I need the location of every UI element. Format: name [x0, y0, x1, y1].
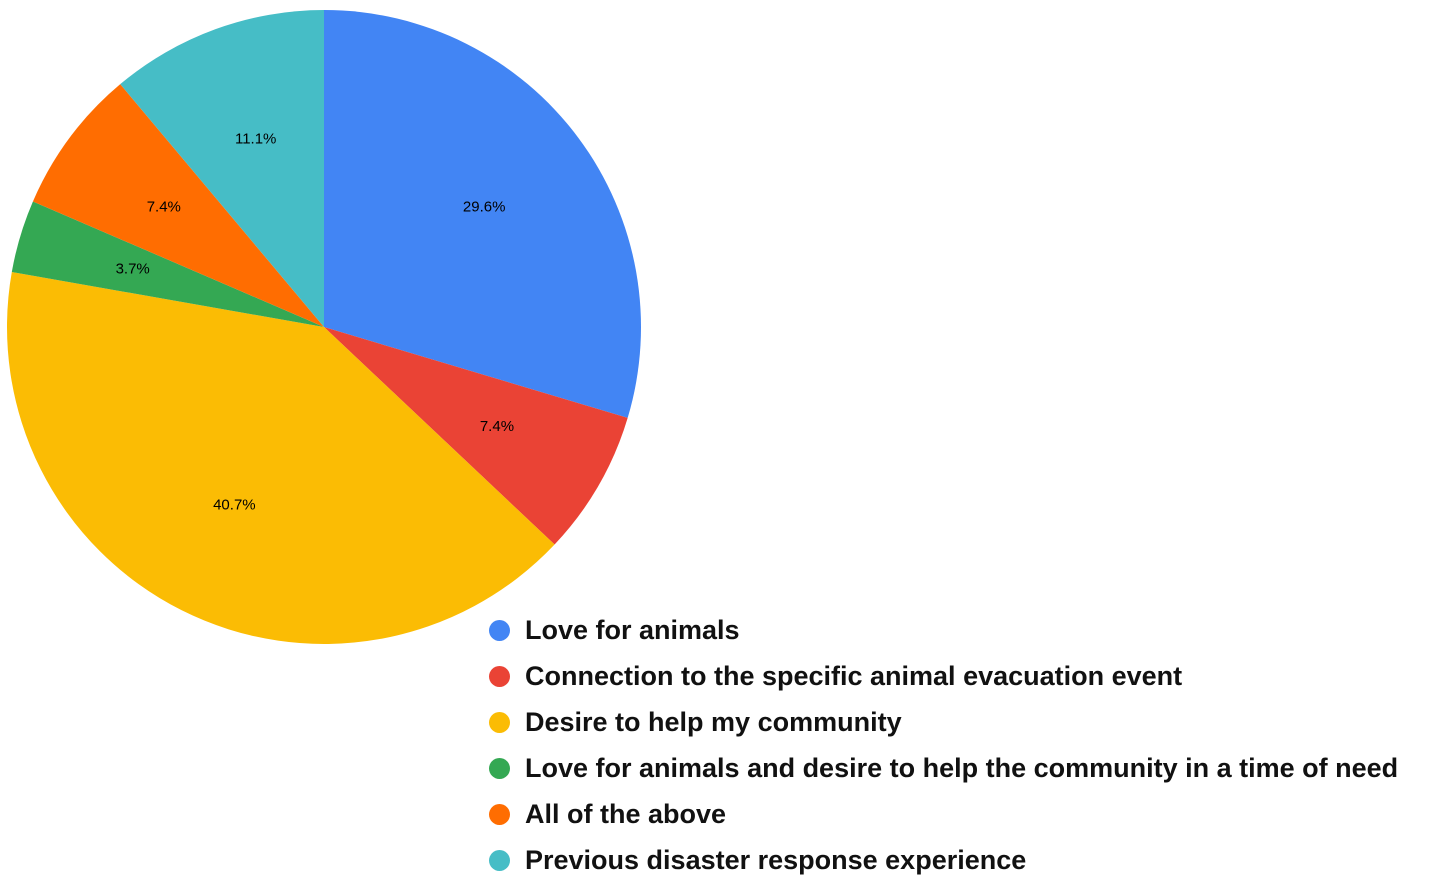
- legend-swatch: [489, 803, 510, 825]
- pie-slice-desire-to-help-my-community[interactable]: [6, 271, 555, 644]
- slice-label-all-of-the-above: 7.4%: [147, 199, 181, 216]
- pie-slice-love-for-animals[interactable]: [324, 10, 641, 418]
- pie-slice-labels: 29.6% 7.4% 40.7% 3.7% 7.4% 11.1%: [116, 130, 514, 513]
- slice-label-desire-to-help-my-community: 40.7%: [213, 496, 256, 513]
- slice-label-connection-to-the-specific-animal-evacuation-event: 7.4%: [480, 418, 514, 435]
- legend-swatch: [489, 711, 510, 733]
- legend-label: Previous disaster response experience: [525, 844, 1027, 875]
- pie-slice-previous-disaster-response-experience[interactable]: [120, 10, 324, 327]
- legend-swatch: [489, 619, 510, 641]
- legend-label: Love for animals and desire to help the …: [525, 752, 1399, 783]
- pie-slice-all-of-the-above[interactable]: [32, 84, 324, 327]
- legend-label: Love for animals: [525, 614, 740, 645]
- legend-swatch: [489, 849, 510, 871]
- legend-item-love-and-desire[interactable]: Love for animals and desire to help the …: [489, 745, 1398, 791]
- legend-swatch: [489, 665, 510, 687]
- legend-item-love-for-animals[interactable]: Love for animals: [489, 607, 1398, 653]
- legend-item-desire-to-help-community[interactable]: Desire to help my community: [489, 699, 1398, 745]
- slice-label-previous-disaster-response-experience: 11.1%: [235, 130, 276, 147]
- pie-slice-love-for-animals-and-desire-to-help-the-community-in-a-time-of-need[interactable]: [11, 201, 324, 327]
- legend-label: Connection to the specific animal evacua…: [525, 660, 1183, 691]
- legend-item-previous-disaster-experience[interactable]: Previous disaster response experience: [489, 837, 1398, 883]
- slice-label-love-for-animals-and-desire-to-help-the-community-in-a-time-of-need: 3.7%: [116, 261, 150, 278]
- legend-item-connection-to-event[interactable]: Connection to the specific animal evacua…: [489, 653, 1398, 699]
- pie-slices: [6, 10, 641, 644]
- legend-label: All of the above: [525, 798, 727, 829]
- legend-label: Desire to help my community: [525, 706, 902, 737]
- slice-label-love-for-animals: 29.6%: [463, 199, 506, 216]
- pie-slice-connection-to-the-specific-animal-evacuation-event[interactable]: [324, 327, 628, 545]
- legend-swatch: [489, 757, 510, 779]
- legend-item-all-of-the-above[interactable]: All of the above: [489, 791, 1398, 837]
- legend: Love for animals Connection to the speci…: [489, 607, 1398, 883]
